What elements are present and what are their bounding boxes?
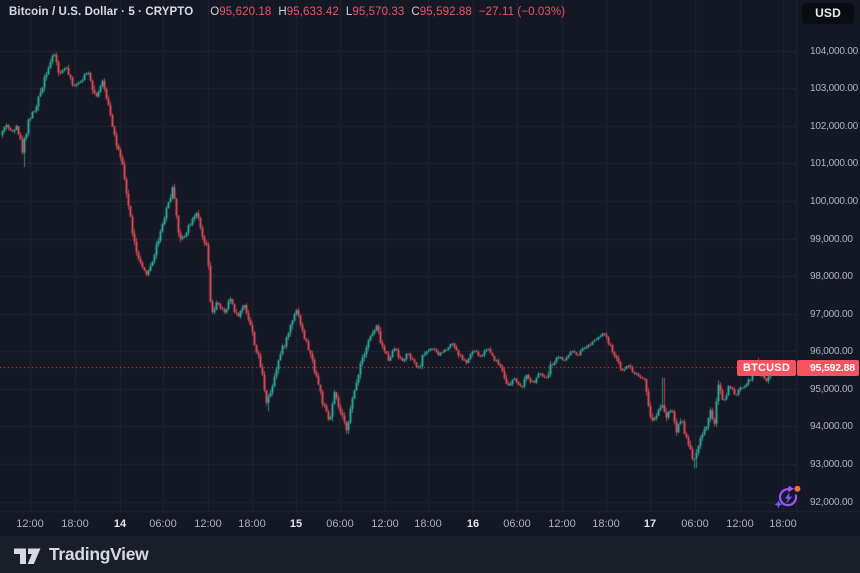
price-tick-label: 98,000.00 (810, 271, 853, 283)
price-tick-label: 97,000.00 (810, 308, 853, 320)
time-axis[interactable]: 12:00 18:00 14 06:00 12:00 18:00 15 06:00 12:00 1… (0, 511, 860, 536)
time-tick-label: 17 (643, 517, 657, 530)
footer-bar: TradingView (0, 536, 860, 573)
price-tick-label: 100,000.00 (810, 196, 859, 208)
low-label: L (345, 6, 353, 18)
time-tick-label: 06:00 (681, 517, 709, 530)
price-line-symbol-badge: BTCUSD (736, 359, 796, 376)
time-tick-label: 12:00 (726, 517, 754, 530)
time-tick-label: 15 (289, 517, 303, 530)
tradingview-logo[interactable]: TradingView (14, 543, 149, 566)
time-tick-label: 12:00 (16, 517, 44, 530)
time-tick-label: 06:00 (149, 517, 177, 530)
symbol-meta: · 5 · CRYPTO (121, 6, 194, 18)
close-value: 95,592.88 (419, 6, 472, 18)
time-tick-label: 18:00 (61, 517, 89, 530)
last-price-badge: 95,592.88 (797, 359, 859, 376)
restore-chart-icon[interactable] (774, 484, 802, 510)
time-tick-label: 12:00 (371, 517, 399, 530)
lightning-bolt-icon (784, 492, 793, 504)
time-tick-label: 18:00 (414, 517, 442, 530)
arrowhead-icon (788, 485, 794, 493)
time-tick-label: 12:00 (548, 517, 576, 530)
price-axis[interactable]: 104,000.00 103,000.00 102,000.00 101,000.00… (796, 0, 860, 511)
price-tick-label: 101,000.00 (810, 158, 859, 170)
chart-region[interactable]: Bitcoin / U.S. Dollar · 5 · CRYPTO O95,62… (0, 0, 860, 536)
time-tick-label: 18:00 (769, 517, 797, 530)
close-label: C (411, 6, 420, 18)
time-tick-label: 06:00 (326, 517, 354, 530)
price-tick-label: 99,000.00 (810, 233, 853, 245)
price-tick-label: 95,000.00 (810, 383, 853, 395)
time-tick-label: 18:00 (592, 517, 620, 530)
notification-dot-icon (794, 485, 801, 492)
ohlc-values: O95,620.18 H95,633.42 L95,570.33 C95,592.88… (203, 6, 565, 18)
high-label: H (278, 6, 287, 18)
tradingview-mark-icon (14, 548, 41, 564)
symbol-legend: Bitcoin / U.S. Dollar · 5 · CRYPTO O95,62… (9, 6, 565, 18)
sparkle-icon (774, 500, 783, 509)
price-tick-label: 103,000.00 (810, 83, 859, 95)
price-tick-label: 96,000.00 (810, 346, 853, 358)
price-tick-label: 94,000.00 (810, 421, 853, 433)
tradingview-logo-text: TradingView (49, 544, 149, 564)
change-value: −27.11 (−0.03%) (478, 6, 566, 18)
low-value: 95,570.33 (352, 6, 405, 18)
time-tick-label: 18:00 (238, 517, 266, 530)
time-tick-label: 06:00 (503, 517, 531, 530)
symbol-title[interactable]: Bitcoin / U.S. Dollar (9, 6, 118, 18)
price-tick-label: 93,000.00 (810, 459, 853, 471)
price-tick-label: 104,000.00 (810, 45, 859, 57)
price-tick-label: 92,000.00 (810, 496, 853, 508)
open-label: O (210, 6, 220, 18)
price-tick-label: 102,000.00 (810, 120, 859, 132)
open-value: 95,620.18 (219, 6, 272, 18)
currency-button[interactable]: USD (802, 3, 854, 24)
time-tick-label: 12:00 (194, 517, 222, 530)
time-tick-label: 14 (113, 517, 127, 530)
high-value: 95,633.42 (286, 6, 339, 18)
circular-arrow-icon (778, 488, 798, 507)
candlestick-chart-canvas[interactable] (0, 0, 860, 536)
time-tick-label: 16 (466, 517, 480, 530)
